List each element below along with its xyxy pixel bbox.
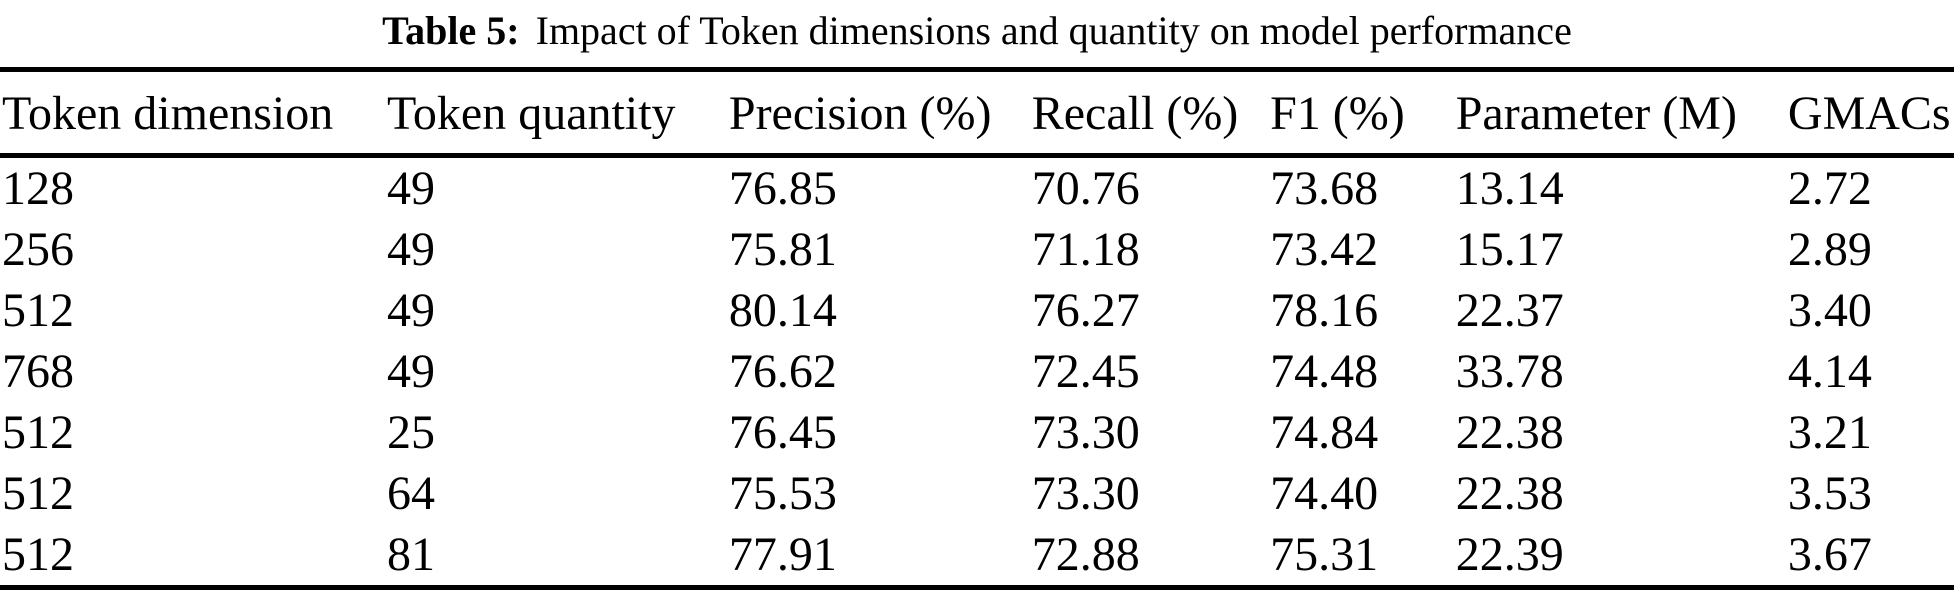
column-header-6: GMACs (1785, 69, 1954, 158)
table-row: 512 81 77.91 72.88 75.31 22.39 3.67 (0, 524, 1954, 588)
table-cell: 72.45 (1031, 345, 1140, 398)
column-header-0: Token dimension (0, 69, 385, 158)
table-cell: 22.39 (1455, 528, 1564, 581)
table-cell: 512 (2, 528, 74, 581)
table-cell: 512 (2, 406, 74, 459)
table-cell: 76.85 (728, 162, 837, 215)
table-cell: 76.62 (728, 345, 837, 398)
table-caption: Table 5: Impact of Token dimensions and q… (0, 0, 1954, 67)
table-cell: 13.14 (1455, 162, 1564, 215)
table-cell: 76.27 (1031, 284, 1140, 337)
table-row: 256 49 75.81 71.18 73.42 15.17 2.89 (0, 219, 1954, 280)
table-cell: 80.14 (728, 284, 837, 337)
table-cell: 74.40 (1270, 467, 1379, 520)
table-cell: 70.76 (1031, 162, 1140, 215)
table-cell: 3.40 (1787, 284, 1872, 337)
table-cell: 49 (386, 162, 435, 215)
table-cell: 49 (386, 223, 435, 276)
table-cell: 3.53 (1787, 467, 1872, 520)
table-cell: 2.89 (1787, 223, 1872, 276)
table-row: 512 49 80.14 76.27 78.16 22.37 3.40 (0, 280, 1954, 341)
table-cell: 49 (386, 284, 435, 337)
table-cell: 33.78 (1455, 345, 1564, 398)
table-cell: 22.38 (1455, 406, 1564, 459)
table-header-row: Token dimension Token quantity Precision (… (0, 69, 1954, 158)
table-cell: 22.37 (1455, 284, 1564, 337)
table-cell: 512 (2, 284, 74, 337)
table-cell: 2.72 (1787, 162, 1872, 215)
table-cell: 72.88 (1031, 528, 1140, 581)
table-row: 128 49 76.85 70.76 73.68 13.14 2.72 (0, 156, 1954, 220)
table-cell: 81 (386, 528, 435, 581)
table-cell: 25 (386, 406, 435, 459)
table-cell: 75.31 (1270, 528, 1379, 581)
table-caption-label: Table 5: (382, 8, 520, 53)
table-row: 512 64 75.53 73.30 74.40 22.38 3.53 (0, 463, 1954, 524)
table-cell: 73.30 (1031, 406, 1140, 459)
table-body: 128 49 76.85 70.76 73.68 13.14 2.72 256 49 75.81 7… (0, 156, 1954, 588)
column-header-2: Precision (%) (726, 69, 1030, 158)
table-cell: 64 (386, 467, 435, 520)
table-cell: 75.81 (728, 223, 837, 276)
table-row: 768 49 76.62 72.45 74.48 33.78 4.14 (0, 341, 1954, 402)
table-cell: 15.17 (1455, 223, 1564, 276)
table-cell: 3.21 (1787, 406, 1872, 459)
column-header-1: Token quantity (384, 69, 727, 158)
table-cell: 74.84 (1270, 406, 1379, 459)
table-cell: 22.38 (1455, 467, 1564, 520)
column-header-4: F1 (%) (1268, 69, 1454, 158)
table-cell: 256 (2, 223, 74, 276)
table-cell: 73.68 (1270, 162, 1379, 215)
table-cell: 768 (2, 345, 74, 398)
table-caption-text: Impact of Token dimensions and quantity … (535, 8, 1572, 53)
table-cell: 73.42 (1270, 223, 1379, 276)
column-header-5: Parameter (M) (1453, 69, 1786, 158)
table-cell: 71.18 (1031, 223, 1140, 276)
results-table: Token dimension Token quantity Precision (… (0, 67, 1954, 590)
table-cell: 3.67 (1787, 528, 1872, 581)
table-cell: 74.48 (1270, 345, 1379, 398)
table-cell: 77.91 (728, 528, 837, 581)
table-row: 512 25 76.45 73.30 74.84 22.38 3.21 (0, 402, 1954, 463)
table-cell: 512 (2, 467, 74, 520)
table-cell: 76.45 (728, 406, 837, 459)
table-cell: 49 (386, 345, 435, 398)
table-cell: 4.14 (1787, 345, 1872, 398)
table-cell: 128 (2, 162, 74, 215)
table-cell: 78.16 (1270, 284, 1379, 337)
table-cell: 73.30 (1031, 467, 1140, 520)
column-header-3: Recall (%) (1029, 69, 1269, 158)
table-cell: 75.53 (728, 467, 837, 520)
